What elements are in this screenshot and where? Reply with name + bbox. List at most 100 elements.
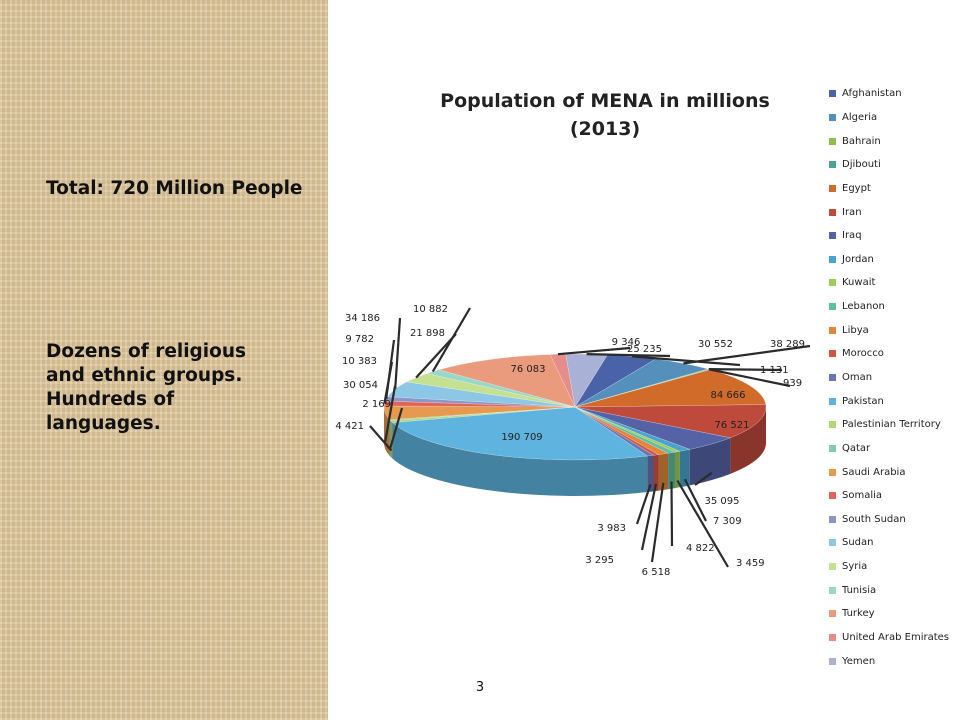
legend-item-sudan: Sudan [829, 531, 949, 555]
leader-line-qatar [388, 407, 404, 450]
legend-label-united-arab-emirates: United Arab Emirates [842, 632, 950, 644]
legend-swatch-qatar [829, 444, 836, 452]
legend-swatch-bahrain [829, 137, 836, 145]
data-label-algeria: 38 289 [770, 339, 805, 350]
legend-label-kuwait: Kuwait [842, 277, 876, 289]
legend-label-lebanon: Lebanon [842, 301, 885, 313]
pie-side-walls [384, 407, 766, 496]
legend-swatch-oman [829, 374, 836, 381]
pie-leader-lines [369, 307, 811, 568]
legend-swatch-pakistan [829, 397, 836, 405]
legend-label-saudi-arabia: Saudi Arabia [842, 466, 906, 478]
legend-item-algeria: Algeria [829, 106, 949, 130]
legend-item-iraq: Iraq [829, 224, 949, 248]
data-label-tunisia: 10 882 [413, 304, 448, 315]
data-label-egypt: 84 666 [711, 390, 746, 401]
pie-side-oman [647, 455, 654, 493]
pie-side-kuwait [674, 451, 680, 489]
legend-swatch-jordan [829, 255, 836, 263]
legend-swatch-djibouti [829, 161, 836, 169]
data-label-saudi-arabia: 30 054 [343, 380, 378, 391]
pie-slice-turkey [438, 354, 576, 408]
legend-label-somalia: Somalia [842, 490, 883, 502]
legend-item-iran: Iran [829, 200, 949, 224]
legend-item-yemen: Yemen [829, 649, 949, 673]
legend-label-iraq: Iraq [842, 230, 862, 242]
pie-slice-iran [574, 404, 767, 439]
diversity-text: Dozens of religious and ethnic groups. H… [46, 341, 247, 434]
leader-line-saudi-arabia [384, 385, 397, 442]
legend-swatch-morocco [829, 350, 836, 358]
data-label-sudan: 34 186 [345, 313, 380, 324]
legend-item-palestinian-territory: Palestinian Territory [829, 413, 949, 437]
legend-item-libya: Libya [829, 318, 949, 342]
pie-side-pakistan [392, 422, 648, 496]
legend-swatch-united-arab-emirates [829, 634, 836, 642]
leader-line-yemen [586, 353, 671, 358]
legend-item-egypt: Egypt [829, 177, 949, 201]
legend-label-tunisia: Tunisia [842, 584, 877, 596]
data-label-palestinian-territory: 4 421 [335, 421, 364, 432]
legend-swatch-syria [829, 563, 836, 571]
left-panel: Total: 720 Million People Dozens of reli… [0, 0, 328, 720]
data-label-turkey: 76 083 [511, 364, 546, 375]
legend-item-syria: Syria [829, 555, 949, 579]
total-population-text: Total: 720 Million People [46, 178, 303, 199]
legend-item-oman: Oman [829, 366, 949, 390]
data-label-lebanon: 4 822 [686, 543, 715, 554]
pie-data-labels: 30 552 38 289 1 131 939 84 666 76 521 35 095 7 … [335, 304, 805, 578]
leader-line-iraq [694, 471, 713, 486]
leader-line-tunisia [431, 307, 471, 373]
legend-item-morocco: Morocco [829, 342, 949, 366]
legend-label-palestinian-territory: Palestinian Territory [842, 419, 941, 431]
chart-title: Population of MENA in millions (2013) [440, 90, 770, 140]
leader-line-united-arab-emirates [557, 346, 631, 356]
data-label-syria: 21 898 [410, 328, 445, 339]
leader-line-sudan [394, 317, 402, 390]
legend-swatch-lebanon [829, 303, 836, 311]
data-label-djibouti: 939 [783, 378, 802, 389]
legend-item-afghanistan: Afghanistan [829, 82, 949, 106]
pie-side-qatar [389, 419, 391, 457]
legend-item-lebanon: Lebanon [829, 295, 949, 319]
data-label-bahrain: 1 131 [760, 365, 789, 376]
legend-label-iran: Iran [842, 206, 862, 218]
pie-side-lebanon [668, 452, 675, 490]
pie-slice-pakistan [392, 406, 648, 461]
legend-label-algeria: Algeria [842, 111, 878, 123]
pie-chart: 30 552 38 289 1 131 939 84 666 76 521 35 095 7 … [335, 304, 811, 578]
leader-line-afghanistan [632, 355, 741, 367]
legend-item-jordan: Jordan [829, 247, 949, 271]
legend-label-south-sudan: South Sudan [842, 513, 906, 525]
data-label-iraq: 35 095 [705, 496, 740, 507]
legend-swatch-afghanistan [829, 90, 836, 98]
legend-item-bahrain: Bahrain [829, 129, 949, 153]
leader-line-lebanon [670, 481, 674, 547]
legend-label-libya: Libya [842, 324, 869, 336]
leader-line-algeria [683, 344, 811, 365]
leader-line-bahrain [708, 368, 783, 372]
data-label-kuwait: 3 459 [736, 558, 765, 569]
legend-label-afghanistan: Afghanistan [842, 88, 902, 100]
pie-top-faces [383, 353, 767, 461]
legend-label-pakistan: Pakistan [842, 395, 884, 407]
legend-swatch-libya [829, 326, 836, 334]
data-label-pakistan: 190 709 [501, 432, 542, 443]
data-label-jordan: 7 309 [713, 516, 742, 527]
legend-swatch-iraq [829, 232, 836, 240]
legend-item-pakistan: Pakistan [829, 389, 949, 413]
data-label-oman: 3 983 [597, 523, 626, 534]
legend-label-bahrain: Bahrain [842, 135, 881, 147]
leader-line-djibouti [709, 368, 791, 388]
pie-side-libya [658, 453, 669, 491]
data-label-qatar: 2 169 [362, 399, 391, 410]
pie-side-jordan [679, 449, 690, 488]
leader-line-kuwait [676, 479, 729, 568]
legend-item-saudi-arabia: Saudi Arabia [829, 460, 949, 484]
pie-side-iran [730, 407, 766, 474]
data-label-morocco: 3 295 [585, 555, 614, 566]
legend-swatch-south-sudan [829, 515, 836, 523]
legend-swatch-somalia [829, 492, 836, 500]
legend-swatch-saudi-arabia [829, 468, 836, 476]
legend-swatch-iran [829, 208, 836, 216]
